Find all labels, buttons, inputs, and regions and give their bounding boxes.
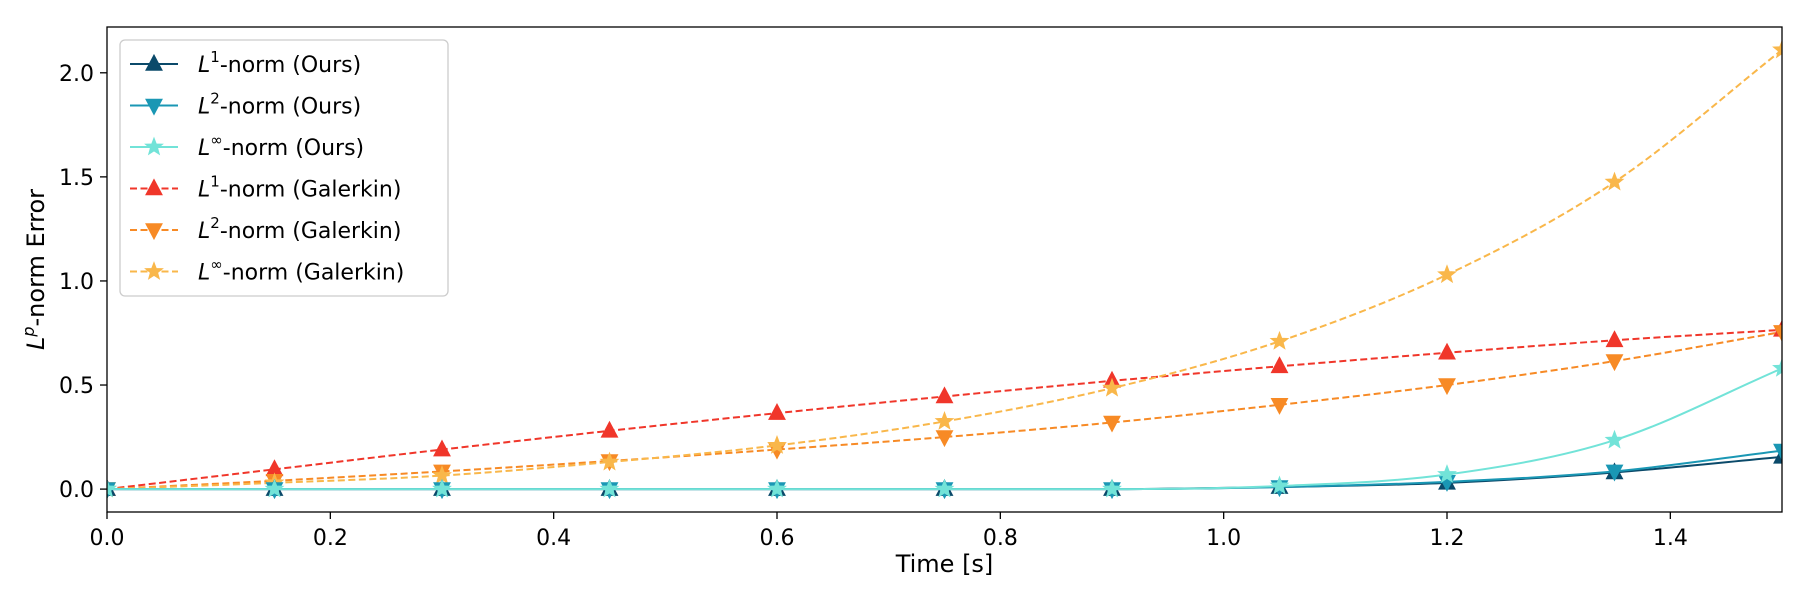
series-2 <box>107 357 1782 498</box>
data-point <box>1438 342 1456 360</box>
legend-label: L∞-norm (Ours) <box>198 131 364 161</box>
data-point <box>1773 325 1782 343</box>
y-tick-label: 1.0 <box>59 270 94 295</box>
plot-area <box>107 39 1782 500</box>
data-point <box>934 411 955 430</box>
x-tick-label: 0.0 <box>90 526 125 551</box>
x-tick-label: 0.8 <box>983 526 1018 551</box>
legend-entry: L∞-norm (Galerkin) <box>130 256 404 286</box>
data-point <box>599 451 620 471</box>
data-point <box>1772 357 1782 377</box>
data-point <box>1605 464 1624 482</box>
data-point <box>767 478 787 498</box>
legend-entry: L∞-norm (Ours) <box>130 131 364 161</box>
data-point <box>599 478 620 498</box>
data-point <box>107 478 117 498</box>
data-point <box>935 430 954 448</box>
data-point <box>935 386 954 404</box>
data-point <box>1604 171 1625 191</box>
legend-entry: L2-norm (Galerkin) <box>130 214 401 244</box>
data-point <box>1438 378 1456 396</box>
data-point <box>1437 264 1457 284</box>
legend-marker <box>145 98 163 116</box>
legend-marker <box>145 53 163 71</box>
series-layer <box>107 39 1782 500</box>
legend-marker <box>145 178 163 196</box>
y-axis-label: Lp-norm Error <box>19 189 50 350</box>
legend-entry: L1-norm (Galerkin) <box>130 173 401 203</box>
y-tick-label: 2.0 <box>59 62 94 87</box>
data-point <box>1437 464 1457 483</box>
y-tick-label: 1.5 <box>59 166 94 191</box>
legend-label: L1-norm (Ours) <box>198 48 361 78</box>
x-tick-label: 0.4 <box>536 526 571 551</box>
data-point <box>1772 39 1782 59</box>
data-point <box>1773 443 1782 461</box>
data-point <box>767 434 787 454</box>
data-point <box>1269 330 1290 350</box>
legend-label: L2-norm (Galerkin) <box>198 214 401 244</box>
data-point <box>1102 478 1122 498</box>
legend-label: L2-norm (Ours) <box>198 90 361 120</box>
x-tick-label: 1.0 <box>1206 526 1241 551</box>
x-axis-label: Time [s] <box>895 550 994 578</box>
data-point <box>1270 398 1289 415</box>
data-point <box>1604 429 1625 449</box>
data-point <box>1269 475 1290 495</box>
data-point <box>1773 446 1782 464</box>
data-point <box>433 439 451 457</box>
x-tick-label: 0.2 <box>313 526 348 551</box>
legend-entry: L1-norm (Ours) <box>130 48 361 78</box>
legend: L1-norm (Ours) L2-norm (Ours) L∞-norm (Our… <box>119 39 449 297</box>
data-point <box>600 420 619 438</box>
data-point <box>1103 415 1121 433</box>
data-point <box>768 403 786 420</box>
x-tick-label: 1.2 <box>1430 526 1465 551</box>
legend-marker <box>144 136 164 156</box>
data-point <box>432 478 452 498</box>
series-3 <box>107 319 1782 496</box>
axes-layer: 0.0 0.2 0.4 0.6 0.8 1.0 1.2 1.4 0.0 0.5 1.0 1.5 2.0 T… <box>19 26 1783 578</box>
legend-label: L1-norm (Galerkin) <box>198 173 401 203</box>
series-line <box>107 330 1782 491</box>
data-point <box>934 478 955 498</box>
data-point <box>1270 356 1289 374</box>
legend-label: L∞-norm (Galerkin) <box>198 256 404 286</box>
data-point <box>264 478 285 498</box>
axes-frame <box>106 26 1783 513</box>
series-line <box>107 49 1782 491</box>
legend-marker <box>144 261 164 280</box>
legend-box <box>119 39 449 297</box>
y-tick-label: 0.0 <box>59 478 94 503</box>
data-point <box>1102 377 1122 397</box>
legend-marker <box>145 223 163 241</box>
x-tick-label: 1.4 <box>1653 526 1688 551</box>
y-tick-label: 0.5 <box>59 374 94 399</box>
series-line <box>107 328 1782 491</box>
legend-entry: L2-norm (Ours) <box>130 90 361 120</box>
data-point <box>1605 330 1624 348</box>
x-tick-label: 0.6 <box>760 526 795 551</box>
data-point <box>1605 354 1624 372</box>
